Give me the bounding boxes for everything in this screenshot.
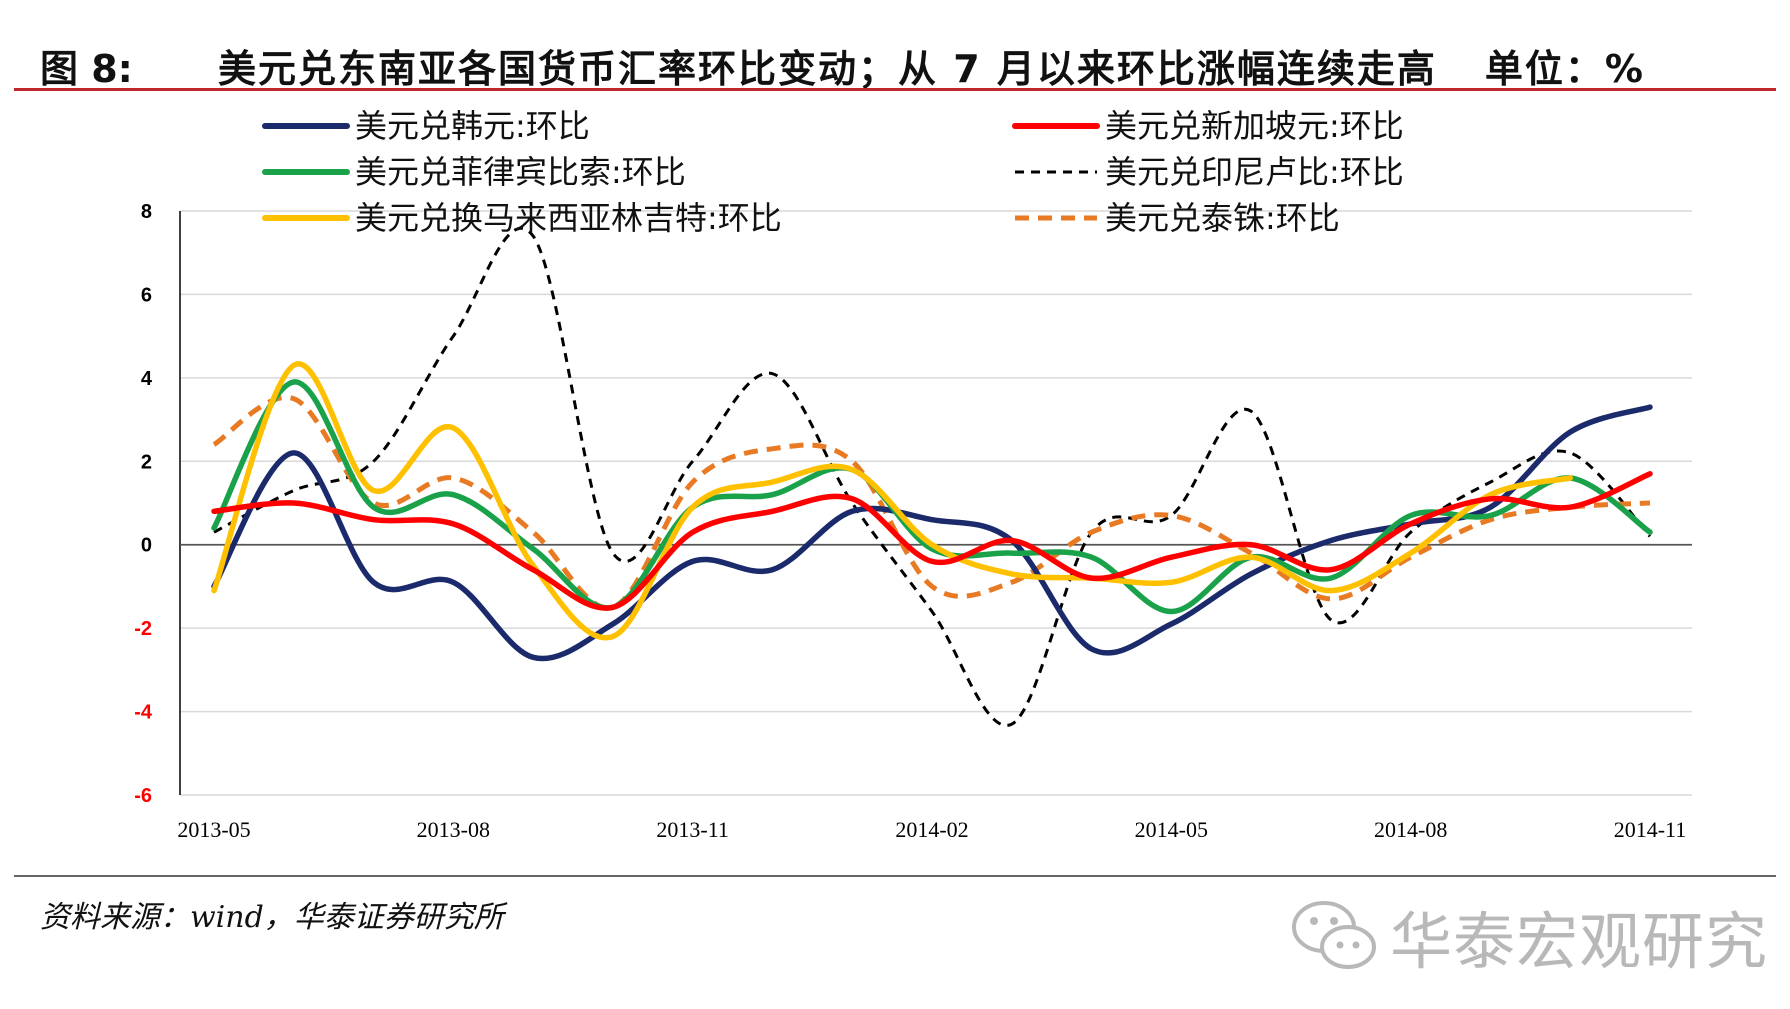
legend-label: 美元兑新加坡元:环比 bbox=[1105, 107, 1404, 145]
y-tick-label: -2 bbox=[134, 618, 152, 640]
x-tick-label: 2014-11 bbox=[1614, 817, 1687, 842]
x-tick-label: 2013-11 bbox=[656, 817, 729, 842]
figure-unit: 单位：% bbox=[1484, 47, 1645, 91]
x-tick-label: 2014-02 bbox=[895, 817, 968, 842]
series-line-1 bbox=[211, 471, 1653, 611]
legend-label: 美元兑换马来西亚林吉特:环比 bbox=[355, 199, 782, 237]
y-tick-label: -4 bbox=[134, 702, 153, 724]
source-note: 资料来源：wind，华泰证券研究所 bbox=[40, 900, 504, 935]
y-tick-label: 2 bbox=[141, 451, 152, 473]
legend-label: 美元兑菲律宾比索:环比 bbox=[355, 153, 686, 191]
watermark: 华泰宏观研究 bbox=[1290, 885, 1770, 985]
series-line-3 bbox=[213, 226, 1652, 727]
y-tick-label: 0 bbox=[141, 535, 152, 557]
series-line-5 bbox=[212, 394, 1651, 611]
figure-title: 美元兑东南亚各国货币汇率环比变动；从 7 月以来环比涨幅连续走高 单位：% bbox=[218, 38, 1645, 93]
title-divider bbox=[14, 88, 1776, 91]
y-tick-label: -6 bbox=[134, 785, 152, 807]
y-tick-label: 4 bbox=[141, 368, 153, 390]
legend-label: 美元兑韩元:环比 bbox=[355, 107, 590, 145]
figure-title-main: 美元兑东南亚各国货币汇率环比变动；从 7 月以来环比涨幅连续走高 bbox=[218, 47, 1437, 91]
legend-label: 美元兑印尼卢比:环比 bbox=[1105, 153, 1404, 191]
x-tick-label: 2013-05 bbox=[177, 817, 250, 842]
source-divider bbox=[14, 875, 1776, 877]
line-chart: 8 6 4 2 0 -2 -4 -6 2013-05 2013-08 2013-11 2014-02 2… bbox=[134, 107, 1692, 842]
y-tick-label: 8 bbox=[141, 201, 152, 223]
series-line-4 bbox=[211, 361, 1573, 641]
figure-label: 图 8: bbox=[40, 47, 133, 91]
figure-title-bar: 图 8: 美元兑东南亚各国货币汇率环比变动；从 7 月以来环比涨幅连续走高 单位：… bbox=[40, 30, 1760, 91]
x-tick-label: 2014-08 bbox=[1374, 817, 1447, 842]
x-tick-label: 2013-08 bbox=[417, 817, 490, 842]
x-tick-label: 2014-05 bbox=[1135, 817, 1208, 842]
watermark-text: 华泰宏观研究 bbox=[1390, 905, 1769, 978]
legend-label: 美元兑泰铢:环比 bbox=[1105, 199, 1340, 237]
y-tick-label: 6 bbox=[141, 284, 152, 306]
series-line-2 bbox=[211, 379, 1653, 615]
wechat-icon bbox=[1292, 901, 1376, 969]
